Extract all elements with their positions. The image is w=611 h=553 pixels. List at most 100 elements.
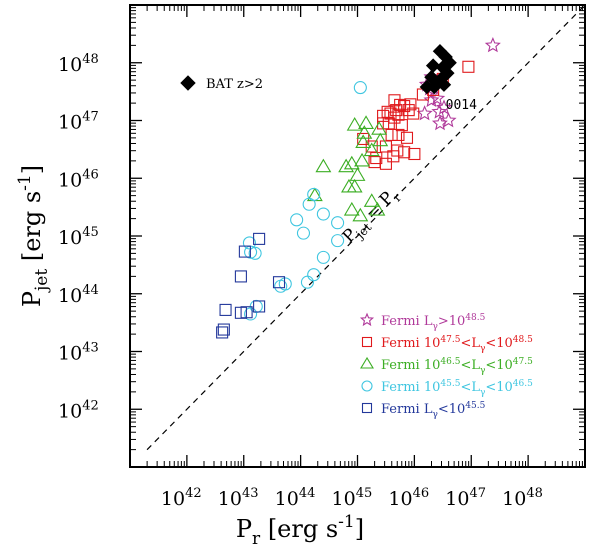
square-marker bbox=[395, 119, 408, 132]
square-marker bbox=[219, 303, 232, 316]
star-marker bbox=[431, 114, 448, 131]
chart-labels: 1042 1043 1044 1045 1046 1047 1048 1042 1043 1044… bbox=[15, 52, 543, 549]
y-tick-label: 1048 bbox=[58, 52, 99, 76]
square-marker bbox=[361, 336, 373, 348]
axis-ticks bbox=[130, 5, 585, 467]
star-marker bbox=[416, 105, 433, 121]
star-marker bbox=[484, 36, 501, 53]
x-axis-title: Pr [erg s-1] bbox=[236, 512, 364, 549]
triangle-marker bbox=[354, 152, 371, 167]
y-tick-label: 1043 bbox=[58, 341, 99, 365]
square-marker bbox=[392, 108, 405, 121]
circle-marker bbox=[316, 250, 330, 264]
square-marker bbox=[385, 128, 398, 141]
y-tick-label: 1044 bbox=[58, 283, 99, 307]
bat-legend-label: BAT z>2 bbox=[206, 77, 263, 92]
legend-entry-label: Fermi 1046.5<Lγ<1047.5 bbox=[381, 357, 533, 376]
triangle-marker bbox=[352, 207, 369, 222]
y-tick-label: 1042 bbox=[58, 398, 99, 422]
square-marker bbox=[379, 157, 392, 170]
square-marker bbox=[234, 270, 247, 283]
y-tick-label: 1046 bbox=[58, 167, 99, 191]
square-marker bbox=[240, 306, 253, 319]
circle-marker bbox=[274, 279, 288, 293]
data-points bbox=[216, 36, 501, 339]
triangle-marker bbox=[355, 134, 372, 148]
square-marker bbox=[357, 132, 370, 146]
circle-marker bbox=[353, 81, 367, 95]
square-marker bbox=[402, 104, 415, 117]
star-marker bbox=[440, 112, 457, 128]
series-square bbox=[216, 232, 286, 339]
square-marker bbox=[216, 326, 229, 339]
square-marker bbox=[388, 94, 401, 107]
star-marker bbox=[435, 99, 452, 115]
square-marker bbox=[361, 402, 373, 414]
triangle-marker bbox=[371, 121, 388, 135]
x-tick-label: 1046 bbox=[388, 486, 429, 510]
square-marker bbox=[400, 131, 414, 144]
triangle-marker bbox=[315, 158, 332, 173]
square-marker bbox=[387, 150, 400, 163]
diamond-marker bbox=[425, 58, 441, 73]
diamond-marker bbox=[436, 77, 452, 92]
x-tick-label: 1043 bbox=[218, 486, 259, 510]
circle-marker bbox=[302, 197, 316, 211]
legend-entry-label: Fermi Lγ>1048.5 bbox=[381, 313, 486, 332]
x-tick-label: 1048 bbox=[502, 486, 543, 510]
circle-marker bbox=[307, 268, 321, 282]
x-tick-label: 1044 bbox=[275, 486, 316, 510]
square-marker bbox=[379, 140, 392, 153]
square-marker bbox=[392, 128, 405, 141]
triangle-marker bbox=[338, 158, 355, 173]
star-marker bbox=[359, 312, 375, 327]
x-tick-label: 1042 bbox=[161, 486, 202, 510]
square-marker bbox=[407, 107, 420, 120]
series-circle bbox=[242, 81, 367, 321]
square-marker bbox=[377, 109, 390, 122]
x-tick-label: 1045 bbox=[332, 486, 373, 510]
square-marker bbox=[272, 276, 286, 289]
circle-marker bbox=[331, 234, 345, 248]
diamond-marker bbox=[180, 75, 196, 91]
series-triangle bbox=[306, 115, 389, 222]
star-marker bbox=[423, 91, 440, 108]
series-diamond bbox=[419, 43, 457, 95]
circle-marker bbox=[316, 207, 330, 221]
diamond-marker bbox=[419, 79, 435, 95]
square-marker bbox=[253, 232, 266, 245]
x-tick-label: 1047 bbox=[445, 486, 486, 510]
point-annotation: 0014 bbox=[446, 98, 477, 113]
triangle-marker bbox=[346, 117, 363, 131]
circle-marker bbox=[242, 236, 256, 250]
y-tick-label: 1047 bbox=[58, 110, 99, 134]
equality-line bbox=[146, 4, 586, 451]
triangle-marker bbox=[343, 201, 360, 216]
triangle-marker bbox=[369, 201, 386, 216]
square-marker bbox=[462, 60, 475, 73]
legend-entry-label: Fermi 1045.5<Lγ<1046.5 bbox=[381, 379, 533, 398]
triangle-marker bbox=[372, 132, 389, 147]
triangle-marker bbox=[363, 193, 380, 207]
y-tick-label: 1045 bbox=[58, 225, 99, 249]
legend: BAT z>2 Fermi Lγ>1048.5 Fermi 1047.5<Lγ<10… bbox=[180, 75, 533, 420]
triangle-marker bbox=[363, 142, 380, 157]
triangle-marker bbox=[358, 115, 374, 129]
star-marker bbox=[431, 103, 448, 119]
square-marker bbox=[253, 300, 266, 313]
circle-marker bbox=[331, 216, 345, 230]
circle-marker bbox=[300, 275, 315, 289]
triangle-marker bbox=[349, 167, 366, 181]
circle-marker bbox=[296, 226, 311, 240]
circle-marker bbox=[290, 213, 304, 227]
series-square bbox=[357, 60, 475, 170]
y-axis-title: Pjet [erg s-1] bbox=[15, 165, 52, 307]
square-marker bbox=[238, 245, 251, 258]
square-marker bbox=[408, 147, 421, 161]
triangle-marker bbox=[346, 178, 363, 193]
legend-entry-label: Fermi Lγ<1045.5 bbox=[381, 401, 486, 420]
square-marker bbox=[384, 107, 397, 120]
square-marker bbox=[365, 140, 378, 153]
triangle-marker bbox=[360, 356, 374, 369]
